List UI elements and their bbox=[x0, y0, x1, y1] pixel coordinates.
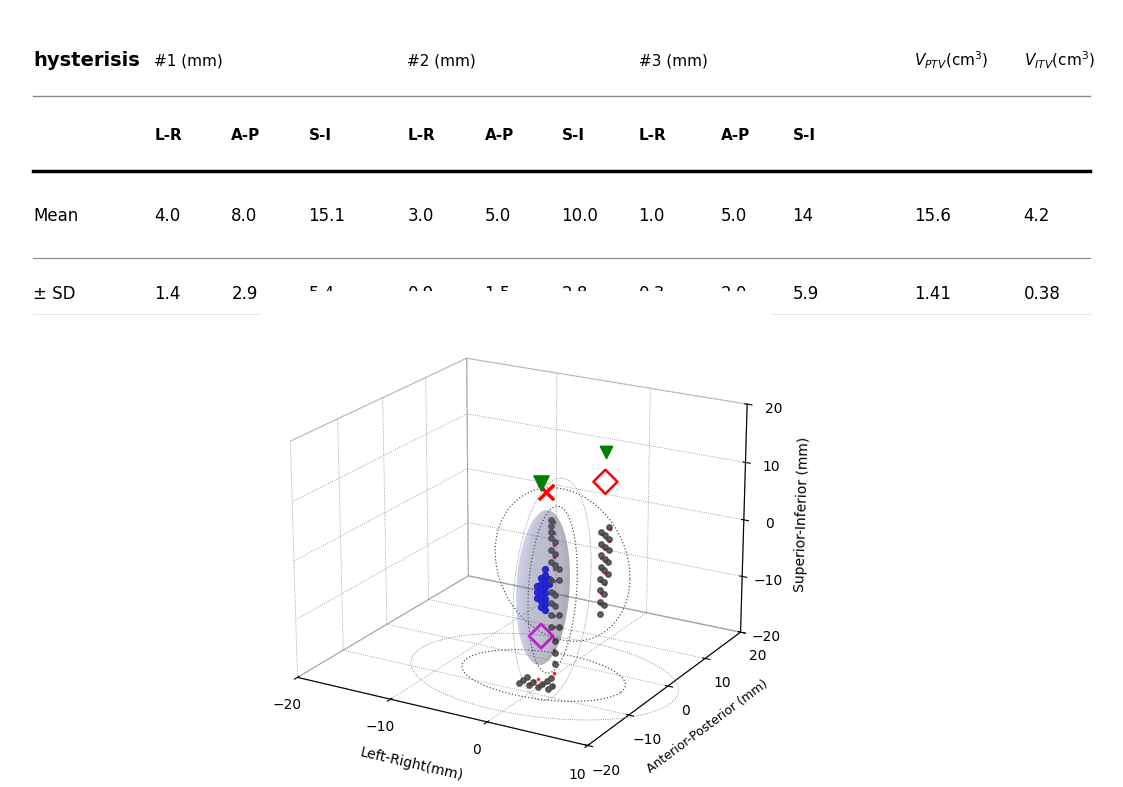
Text: 8.0: 8.0 bbox=[231, 207, 257, 225]
Text: 0.38: 0.38 bbox=[1024, 285, 1060, 303]
Text: 1.41: 1.41 bbox=[914, 285, 951, 303]
Text: 5.4: 5.4 bbox=[309, 285, 335, 303]
Text: L-R: L-R bbox=[639, 127, 666, 143]
Text: $V_{PTV}$(cm$^3$): $V_{PTV}$(cm$^3$) bbox=[914, 50, 988, 71]
Text: 1.4: 1.4 bbox=[154, 285, 181, 303]
Text: 4.0: 4.0 bbox=[154, 207, 181, 225]
Text: Mean: Mean bbox=[34, 207, 79, 225]
X-axis label: Left-Right(mm): Left-Right(mm) bbox=[358, 745, 465, 783]
Text: 5.9: 5.9 bbox=[793, 285, 819, 303]
Text: 2.0: 2.0 bbox=[721, 285, 748, 303]
Text: 3.0: 3.0 bbox=[408, 207, 433, 225]
Text: L-R: L-R bbox=[408, 127, 436, 143]
Text: 2.8: 2.8 bbox=[562, 285, 587, 303]
Text: 2.9: 2.9 bbox=[231, 285, 257, 303]
Text: 5.0: 5.0 bbox=[484, 207, 511, 225]
Text: 0.3: 0.3 bbox=[639, 285, 665, 303]
Text: L-R: L-R bbox=[154, 127, 182, 143]
Text: S-I: S-I bbox=[793, 127, 815, 143]
Text: A-P: A-P bbox=[484, 127, 513, 143]
Text: 15.1: 15.1 bbox=[309, 207, 346, 225]
Text: 5.0: 5.0 bbox=[721, 207, 747, 225]
Text: 4.2: 4.2 bbox=[1024, 207, 1050, 225]
Text: #3 (mm): #3 (mm) bbox=[639, 53, 707, 68]
Text: S-I: S-I bbox=[309, 127, 331, 143]
Text: #1 (mm): #1 (mm) bbox=[154, 53, 223, 68]
Text: $V_{ITV}$(cm$^3$): $V_{ITV}$(cm$^3$) bbox=[1024, 50, 1095, 71]
Text: ± SD: ± SD bbox=[34, 285, 75, 303]
Text: 0.9: 0.9 bbox=[408, 285, 433, 303]
Text: hysterisis: hysterisis bbox=[34, 51, 140, 70]
Text: 15.6: 15.6 bbox=[914, 207, 950, 225]
Text: 14: 14 bbox=[793, 207, 814, 225]
Text: 10.0: 10.0 bbox=[562, 207, 599, 225]
Text: A-P: A-P bbox=[231, 127, 261, 143]
Text: 1.5: 1.5 bbox=[484, 285, 511, 303]
Text: 1.0: 1.0 bbox=[639, 207, 665, 225]
Y-axis label: Anterior-Posterior (mm): Anterior-Posterior (mm) bbox=[645, 677, 770, 775]
Text: S-I: S-I bbox=[562, 127, 584, 143]
Text: #2 (mm): #2 (mm) bbox=[408, 53, 476, 68]
Text: A-P: A-P bbox=[721, 127, 750, 143]
